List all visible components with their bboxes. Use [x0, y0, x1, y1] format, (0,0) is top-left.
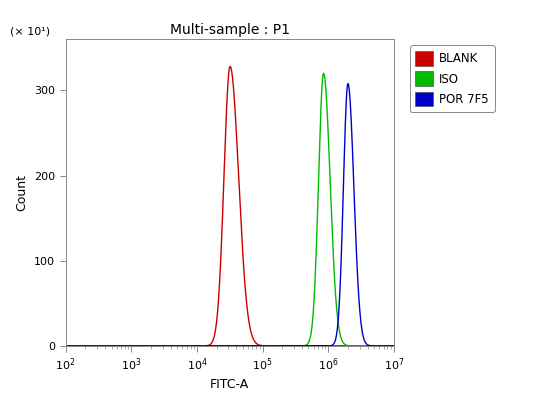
Title: Multi-sample : P1: Multi-sample : P1 [170, 23, 290, 37]
X-axis label: FITC-A: FITC-A [210, 378, 249, 391]
Text: (× 10¹): (× 10¹) [10, 26, 50, 36]
Legend: BLANK, ISO, POR 7F5: BLANK, ISO, POR 7F5 [410, 45, 494, 112]
Y-axis label: Count: Count [15, 174, 28, 211]
